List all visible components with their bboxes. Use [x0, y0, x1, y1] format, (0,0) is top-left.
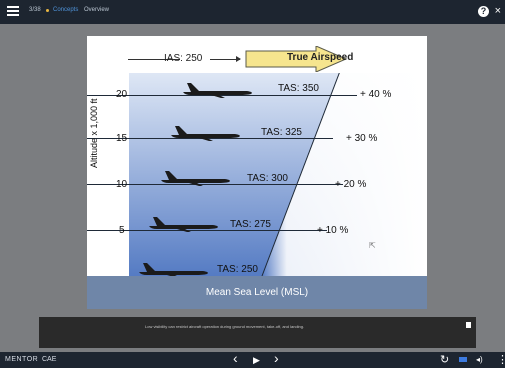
airplane-icon	[149, 217, 218, 232]
breadcrumb-page-counter: 3/38	[29, 7, 41, 13]
slide-figure: IAS: 250 True Airspeed Altitude x 1,000 …	[87, 36, 427, 309]
bottom-bar: MENTOR CAE ‹ ▶ › ↻ ◂) ⋮	[0, 350, 505, 368]
tas-label-15: TAS: 325	[261, 127, 302, 138]
mouse-cursor-icon: ⇱	[369, 241, 376, 250]
pct-label-5: + 10 %	[317, 225, 349, 236]
breadcrumb-dot-icon	[46, 9, 49, 12]
tas-label-0: TAS: 250	[217, 264, 258, 275]
airplane-icon	[161, 171, 230, 186]
breadcrumb-overview[interactable]: Overview	[84, 7, 110, 13]
altitude-line-10	[87, 184, 343, 185]
ias-bracket-line	[128, 59, 180, 60]
true-airspeed-arrow	[245, 46, 348, 72]
altitude-tick-15: 15	[116, 133, 128, 144]
tas-label-5: TAS: 275	[230, 219, 271, 230]
altitude-line-15	[87, 138, 333, 139]
volume-icon[interactable]: ◂)	[476, 355, 483, 364]
tas-label-20: TAS: 350	[278, 83, 319, 94]
breadcrumb-concepts[interactable]: Concepts	[53, 7, 79, 13]
true-airspeed-label: True Airspeed	[287, 52, 354, 63]
pct-label-10: + 20 %	[335, 179, 367, 190]
tas-fade-overlay	[261, 73, 427, 276]
close-icon[interactable]: ×	[494, 5, 501, 17]
airplane-icon	[183, 83, 252, 98]
caption-panel: Low visibility can restrict aircraft ope…	[39, 317, 476, 348]
pct-label-20: + 40 %	[360, 89, 392, 100]
ias-label: IAS: 250	[164, 53, 203, 64]
chevron-left-icon[interactable]: ‹	[233, 350, 238, 366]
hamburger-menu-icon[interactable]	[7, 6, 19, 16]
pct-label-15: + 30 %	[346, 133, 378, 144]
question-circle-icon[interactable]: ?	[478, 6, 489, 17]
top-bar: 3/38 Concepts Overview ? ×	[0, 0, 505, 24]
ias-arrow	[210, 56, 241, 62]
replay-icon[interactable]: ↻	[440, 354, 450, 366]
caption-text: Low visibility can restrict aircraft ope…	[145, 324, 305, 329]
closed-captions-icon[interactable]	[459, 357, 467, 362]
chevron-right-icon[interactable]: ›	[274, 350, 279, 366]
altitude-line-20	[87, 95, 357, 96]
cae-logo: CAE	[42, 356, 57, 363]
altitude-tick-20: 20	[116, 89, 128, 100]
ground-mean-sea-level: Mean Sea Level (MSL)	[87, 276, 427, 309]
play-icon[interactable]: ▶	[253, 355, 260, 365]
altitude-line-5	[87, 230, 327, 231]
document-icon[interactable]	[466, 322, 471, 328]
tas-label-10: TAS: 300	[247, 173, 288, 184]
y-axis-title: Altitude x 1,000 ft	[89, 98, 99, 168]
more-vertical-icon[interactable]: ⋮	[497, 354, 505, 366]
mentor-logo: MENTOR	[5, 356, 39, 363]
altitude-tick-10: 10	[116, 179, 128, 190]
altitude-tick-5: 5	[119, 225, 125, 236]
airplane-icon	[171, 126, 240, 141]
